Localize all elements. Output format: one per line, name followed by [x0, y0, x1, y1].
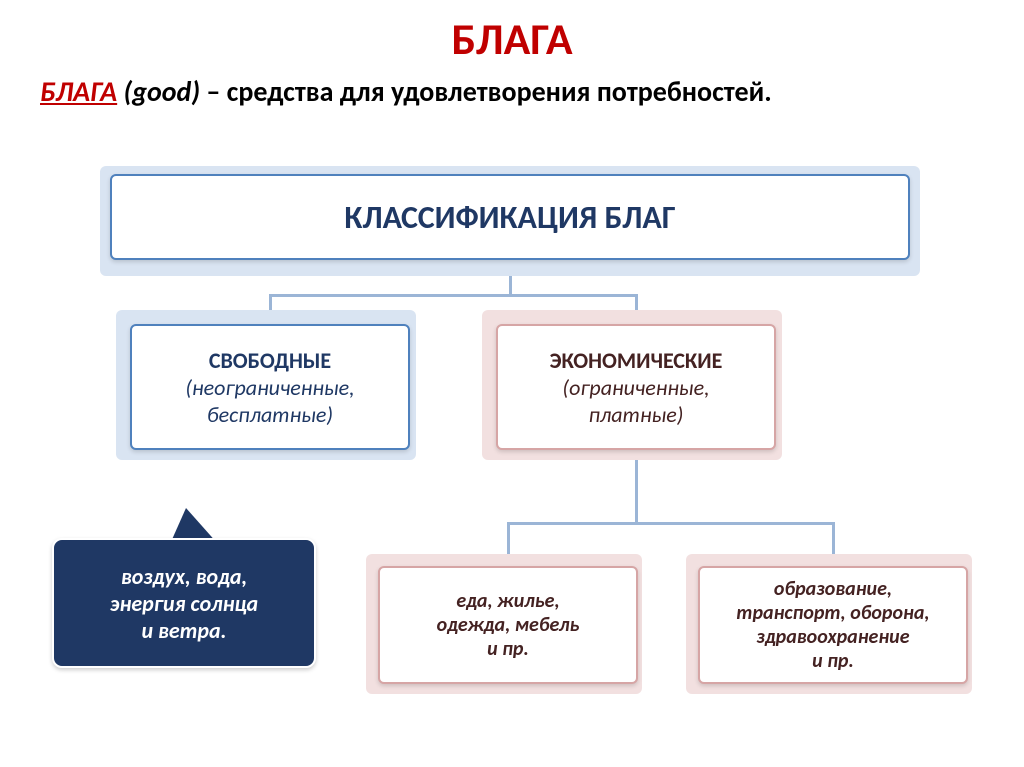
callout-l2: энергия солнца — [110, 590, 258, 617]
branch-free-title: СВОБОДНЫЕ — [209, 347, 331, 374]
connector — [635, 294, 638, 310]
leaf-private-l3: и пр. — [487, 637, 529, 661]
connector — [509, 276, 512, 294]
branch-free-box: СВОБОДНЫЕ (неограниченные, бесплатные) — [130, 324, 410, 450]
leaf-private-l2: одежда, мебель — [437, 613, 580, 637]
leaf-private-l1: еда, жилье, — [456, 589, 559, 613]
root-classification-box: КЛАССИФИКАЦИЯ БЛАГ — [110, 174, 910, 260]
callout-free-examples: воздух, вода, энергия солнца и ветра. — [52, 538, 316, 668]
callout-l1: воздух, вода, — [121, 563, 247, 590]
leaf-public-l4: и пр. — [812, 649, 854, 673]
leaf-public-l2: транспорт, оборона, — [736, 601, 929, 625]
branch-econ-title: ЭКОНОМИЧЕСКИЕ — [550, 347, 723, 374]
branch-econ-box: ЭКОНОМИЧЕСКИЕ (ограниченные, платные) — [496, 324, 776, 450]
leaf-public-l3: здравоохранение — [756, 625, 909, 649]
definition-term: БЛАГА — [40, 74, 117, 109]
definition-rest: – средства для удовлетворения потребност… — [206, 74, 771, 109]
callout-l3: и ветра. — [141, 617, 226, 644]
branch-free-sub1: (неограниченные, — [185, 374, 354, 401]
definition-line: БЛАГА (good) – средства для удовлетворен… — [0, 66, 1024, 109]
branch-econ-sub2: платные) — [589, 401, 684, 428]
leaf-public-l1: образование, — [774, 577, 892, 601]
branch-free-sub2: бесплатные) — [207, 401, 333, 428]
connector — [270, 294, 636, 297]
root-label: КЛАССИФИКАЦИЯ БЛАГ — [344, 198, 675, 237]
leaf-private-box: еда, жилье, одежда, мебель и пр. — [378, 566, 638, 684]
definition-en: (good) — [124, 74, 201, 109]
connector — [635, 460, 638, 522]
branch-econ-sub1: (ограниченные, — [562, 374, 709, 401]
page-title: БЛАГА — [0, 0, 1024, 66]
title-text: БЛАГА — [451, 12, 572, 66]
connector — [507, 522, 510, 554]
connector — [269, 294, 272, 310]
connector — [832, 522, 835, 554]
connector — [508, 522, 833, 525]
leaf-public-box: образование, транспорт, оборона, здравоо… — [698, 566, 968, 684]
